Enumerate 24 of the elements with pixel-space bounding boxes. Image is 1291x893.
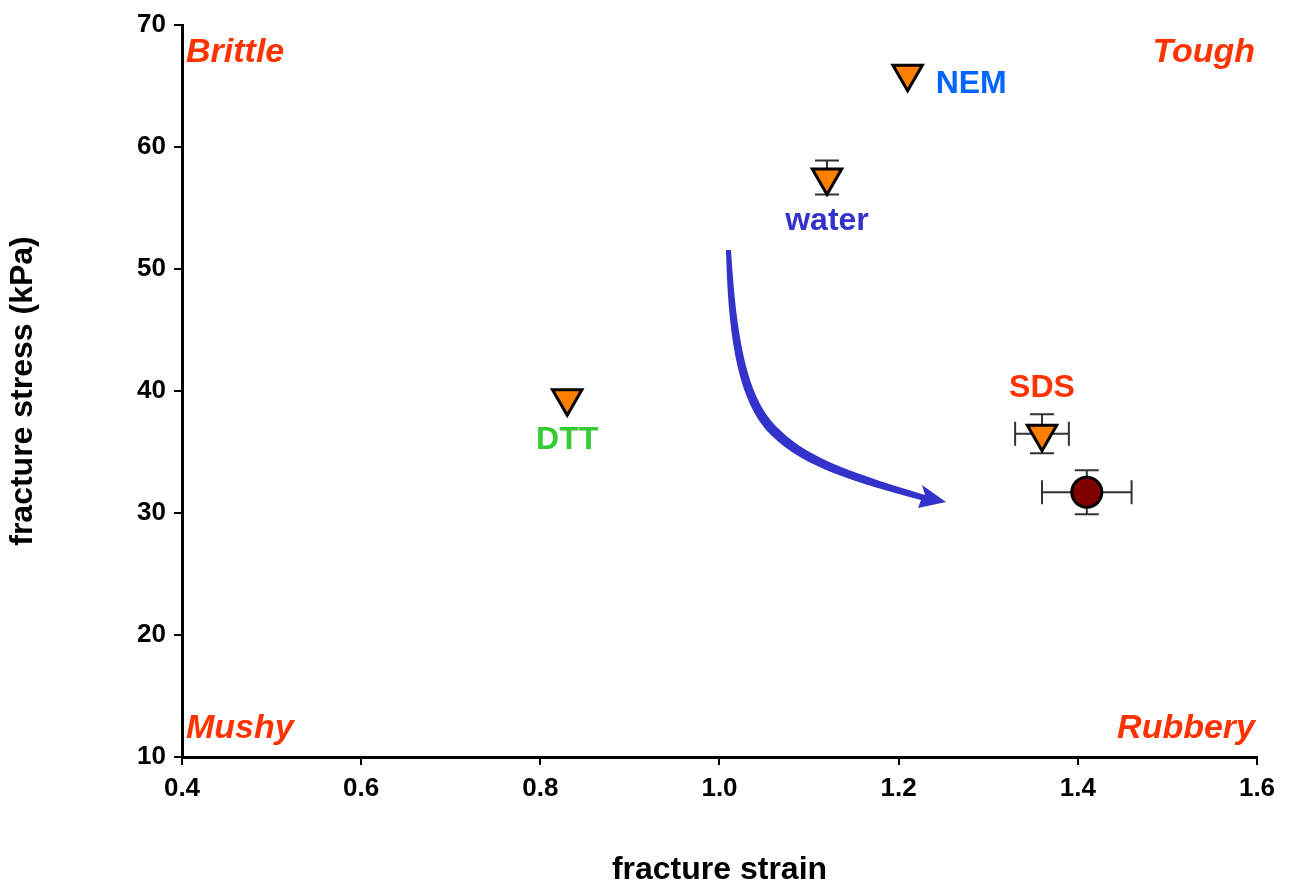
annotation: NEM xyxy=(935,63,1007,100)
y-tick-label: 20 xyxy=(137,618,166,649)
x-tick-label: 0.6 xyxy=(343,771,380,802)
annotation: DTT xyxy=(536,420,599,457)
y-tick-label: 70 xyxy=(137,8,166,39)
x-tick-label: 1.2 xyxy=(880,771,917,802)
x-tick-label: 0.4 xyxy=(163,771,201,802)
x-tick-label: 1.4 xyxy=(1059,771,1097,802)
y-tick-label: 30 xyxy=(137,496,166,527)
y-tick-label: 50 xyxy=(137,252,166,283)
x-tick-label: 0.8 xyxy=(522,771,559,802)
annotation: SDS xyxy=(1009,367,1075,404)
x-axis-title: fracture strain xyxy=(611,849,828,886)
y-tick-label: 40 xyxy=(137,374,166,405)
y-tick-label: 10 xyxy=(137,740,166,771)
annotation: Mushy xyxy=(186,707,296,746)
y-axis-title: fracture stress (kPa) xyxy=(3,236,40,546)
y-tick-label: 60 xyxy=(137,130,166,161)
annotation: Tough xyxy=(1152,31,1255,70)
annotation: Rubbery xyxy=(1117,707,1258,746)
x-tick-label: 1.0 xyxy=(701,771,738,802)
annotation: water xyxy=(784,201,869,238)
x-tick-label: 1.6 xyxy=(1238,771,1276,802)
annotation: Brittle xyxy=(186,31,285,70)
